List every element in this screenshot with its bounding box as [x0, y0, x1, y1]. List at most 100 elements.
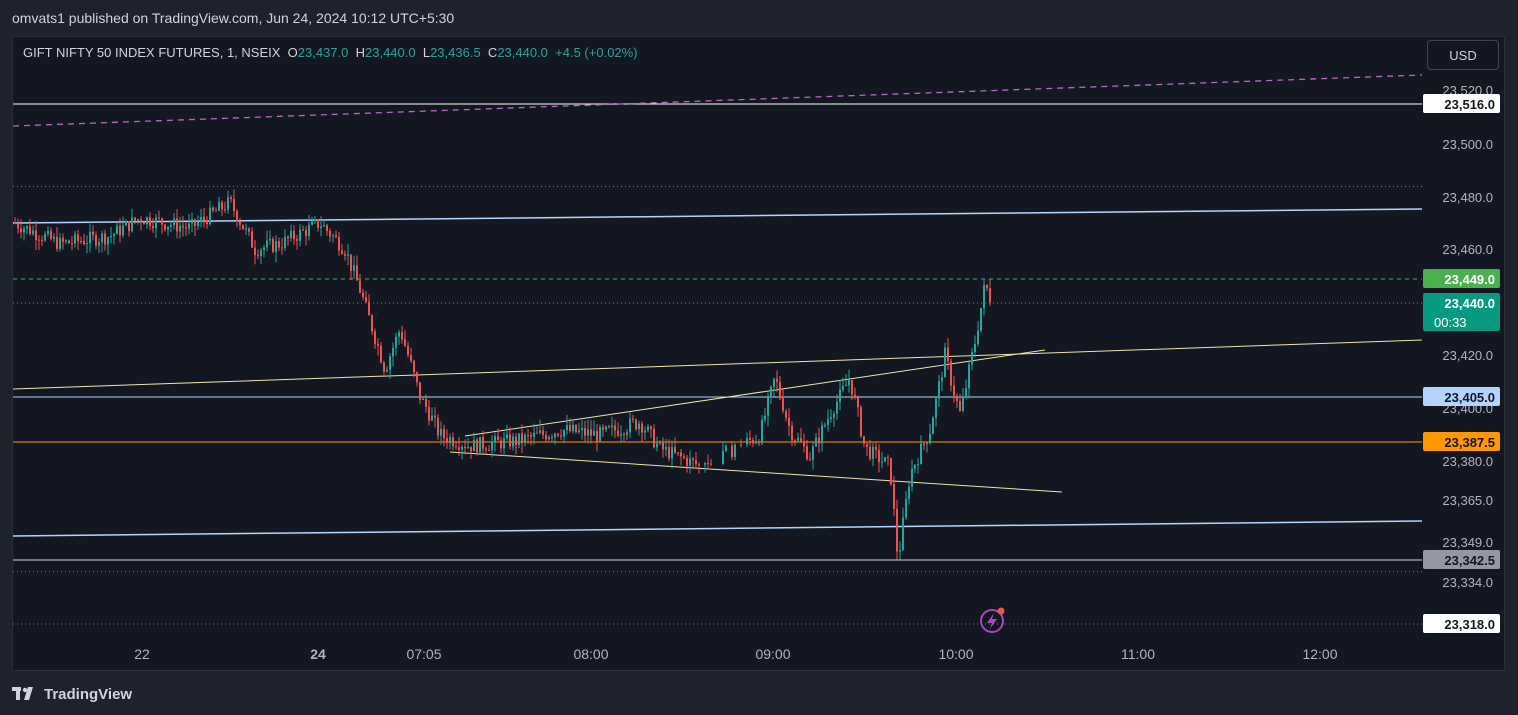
candle-body	[533, 432, 535, 437]
candle-body	[56, 236, 58, 249]
candle-body	[833, 413, 835, 418]
price-tag-label: 23,318.0	[1444, 617, 1495, 632]
candle-body	[638, 423, 640, 430]
candle-body	[344, 253, 346, 256]
candle-body	[50, 230, 52, 239]
candle-body	[74, 234, 76, 244]
candle-body	[305, 230, 307, 236]
candle-body	[908, 486, 910, 499]
candle-body	[443, 428, 445, 439]
price-tag-label: 23,342.5	[1444, 553, 1495, 568]
candle-body	[569, 425, 571, 432]
candle-body	[242, 224, 244, 230]
candle-body	[644, 430, 646, 433]
candle-body	[317, 219, 319, 229]
candle-body	[506, 434, 508, 439]
candle-body	[617, 430, 619, 436]
candle-body	[356, 265, 358, 281]
x-axis-tick-label: 12:00	[1302, 646, 1337, 662]
candle-body	[863, 436, 865, 444]
candle-body	[83, 241, 85, 245]
candle-body	[14, 223, 16, 224]
candle-body	[920, 443, 922, 464]
candle-body	[536, 432, 538, 434]
candle-body	[911, 468, 913, 487]
candle-body	[125, 221, 127, 226]
candle-body	[614, 425, 616, 431]
candle-body	[629, 418, 631, 433]
candle-body	[419, 382, 421, 400]
x-axis-tick-label: 09:00	[755, 646, 790, 662]
candle-body	[488, 449, 490, 451]
candle-body	[563, 430, 565, 437]
candle-body	[401, 332, 403, 340]
candle-body	[284, 236, 286, 249]
candle-body	[371, 315, 373, 332]
candle-body	[323, 225, 325, 227]
candle-body	[287, 236, 289, 239]
candle-body	[200, 217, 202, 223]
footer-brand-label: TradingView	[44, 685, 133, 703]
candle-body	[35, 230, 37, 240]
candle-body	[962, 396, 964, 411]
candle-body	[812, 446, 814, 460]
candle-body	[314, 219, 316, 222]
candle-body	[749, 437, 751, 440]
candle-body	[974, 344, 976, 352]
candle-body	[101, 233, 103, 243]
candle-body	[203, 217, 205, 220]
candle-body	[557, 433, 559, 436]
candle-body	[23, 228, 25, 233]
candle-body	[500, 440, 502, 449]
candle-body	[41, 240, 43, 242]
candle-body	[914, 465, 916, 469]
candle-body	[836, 401, 838, 414]
candle-body	[389, 356, 391, 370]
candle-body	[494, 436, 496, 443]
candle-body	[779, 381, 781, 399]
candle-body	[929, 433, 931, 444]
symbol-legend: GIFT NIFTY 50 INDEX FUTURES, 1, NSEIX O2…	[23, 45, 638, 60]
candle-body	[434, 415, 436, 418]
candle-body	[332, 235, 334, 237]
candle-body	[122, 225, 124, 236]
publish-line: omvats1 published on TradingView.com, Ju…	[12, 10, 455, 26]
candle-body	[521, 433, 523, 444]
candle-body	[575, 424, 577, 433]
falling-trendline	[449, 451, 1063, 493]
chart-frame	[12, 36, 1505, 671]
candle-body	[167, 226, 169, 230]
candle-body	[143, 222, 145, 225]
candle-body	[971, 351, 973, 365]
candle-body	[170, 225, 172, 227]
candle-body	[209, 207, 211, 225]
candle-body	[770, 386, 772, 398]
candle-body	[953, 385, 955, 396]
currency-button[interactable]: USD	[1427, 40, 1499, 70]
candle-body	[497, 436, 499, 441]
candle-body	[572, 424, 574, 432]
candle-body	[59, 237, 61, 249]
candle-body	[647, 426, 649, 431]
candle-body	[938, 381, 940, 399]
candle-body	[623, 434, 625, 436]
candle-body	[512, 436, 514, 447]
candle-body	[116, 225, 118, 235]
symbol-name: GIFT NIFTY 50 INDEX FUTURES, 1, NSEIX	[23, 45, 281, 60]
lower-channel-line	[12, 520, 1423, 537]
candle-body	[800, 438, 802, 443]
candle-body	[860, 407, 862, 437]
candle-body	[77, 234, 79, 242]
candle-body	[581, 428, 583, 431]
candle-body	[650, 426, 652, 429]
candle-body	[596, 431, 598, 442]
candle-body	[821, 425, 823, 444]
candle-body	[221, 202, 223, 210]
candle-body	[155, 217, 157, 229]
candle-body	[656, 443, 658, 448]
candle-body	[248, 228, 250, 232]
candle-body	[599, 427, 601, 442]
candle-body	[587, 429, 589, 436]
candle-body	[338, 237, 340, 251]
